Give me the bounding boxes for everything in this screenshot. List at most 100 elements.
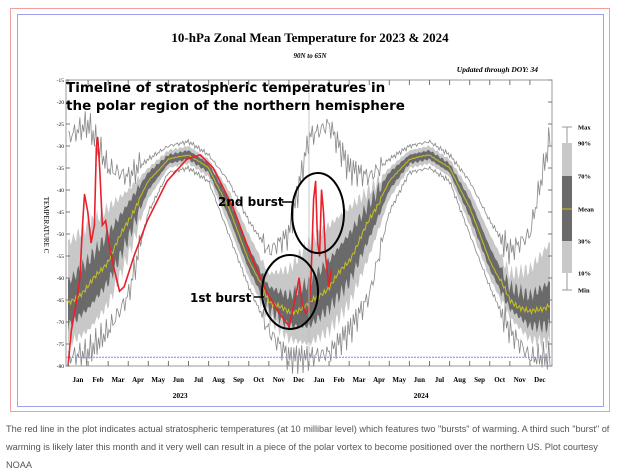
observed-point [123, 286, 125, 288]
observed-point [75, 303, 77, 305]
observed-point [322, 211, 325, 213]
legend-label: Mean [578, 207, 594, 214]
observed-point [313, 198, 315, 200]
y-tick-label: -35 [57, 166, 65, 172]
x-tick-label: May [151, 376, 165, 384]
x-tick-label: May [392, 376, 406, 384]
x-tick-label: Aug [212, 376, 225, 384]
observed-point [166, 180, 168, 182]
x-tick-label: Sep [474, 376, 485, 384]
burst2-circle [291, 172, 345, 254]
y-tick-label: -20 [57, 100, 65, 106]
legend-label: 10% [578, 271, 591, 278]
x-tick-label: Oct [253, 376, 265, 384]
observed-point [328, 286, 330, 288]
figure-outer-border [10, 8, 610, 412]
annotation-heading-line1: Timeline of stratospheric temperatures i… [66, 80, 385, 96]
y-tick-label: -60 [57, 276, 65, 282]
y-tick-label: -80 [57, 364, 65, 370]
x-tick-label: Jan [313, 376, 324, 384]
observed-point [70, 330, 72, 332]
x-tick-label: Mar [111, 376, 124, 384]
observed-point [320, 189, 323, 191]
y-tick-label: -30 [57, 144, 65, 150]
x-tick-label: Feb [92, 376, 103, 384]
axes: -15 -20 -25 -30 -35 -40 -45 -50 -55 -60 -65 -70 -75 -… [57, 78, 553, 400]
chart-title: 10-hPa Zonal Mean Temperature for 2023 &… [171, 30, 449, 45]
legend: Max 90% 70% Mean 30% 10% Min [562, 125, 594, 295]
observed-point [113, 268, 115, 270]
legend-label: 90% [578, 141, 591, 148]
x-tick-label: Jan [72, 376, 83, 384]
updated-label: Updated through DOY: 34 [457, 65, 538, 74]
observed-point [301, 303, 303, 305]
observed-point [93, 224, 96, 226]
chart-subtitle: 90N to 65N [293, 52, 327, 60]
observed-point [133, 255, 135, 257]
observed-point [95, 145, 97, 147]
observed-point [265, 290, 267, 292]
x-tick-label: Nov [514, 376, 527, 384]
legend-label: 70% [578, 174, 591, 181]
x-tick-label: Jul [435, 376, 444, 384]
observed-point [146, 220, 148, 222]
observed-point [330, 268, 333, 270]
observed-point [212, 167, 214, 169]
burst1-circle [261, 254, 319, 330]
figure-caption: The red line in the plot indicates actua… [6, 424, 610, 470]
y-axis-label: TEMPERATURE C [42, 197, 50, 254]
annotation-heading-line2: the polar region of the northern hemisph… [66, 98, 405, 114]
legend-label: 30% [578, 239, 591, 246]
observed-temperature-line [67, 137, 333, 367]
y-tick-label: -75 [57, 342, 65, 348]
x-tick-label: Jun [173, 376, 184, 384]
observed-point [295, 295, 297, 297]
observed-point [101, 224, 103, 226]
observed-point [90, 242, 92, 244]
observed-point [252, 259, 254, 261]
temperature-chart: 10-hPa Zonal Mean Temperature for 2023 &… [42, 30, 594, 400]
observed-point [318, 255, 321, 257]
x-tick-label: Sep [233, 376, 244, 384]
observed-point [83, 193, 86, 195]
legend-label: Min [578, 288, 590, 295]
observed-point [288, 325, 290, 327]
observed-point [324, 255, 327, 257]
y-tick-label: -50 [57, 232, 65, 238]
y-tick-label: -25 [57, 122, 65, 128]
annotation-burst2-label: 2nd burst [218, 195, 284, 209]
figure-inner-border [17, 14, 604, 407]
observed-point [278, 312, 280, 314]
observed-point [108, 242, 110, 244]
x-tick-label: Mar [352, 376, 365, 384]
observed-point [316, 242, 319, 244]
x-tick-label: Apr [132, 376, 144, 384]
x-tick-label: Nov [273, 376, 286, 384]
y-tick-label: -15 [57, 78, 65, 84]
observed-point [186, 158, 188, 160]
observed-point [199, 154, 201, 156]
y-tick-label: -40 [57, 188, 65, 194]
x-tick-label: Oct [494, 376, 506, 384]
observed-point [105, 220, 107, 222]
year-label: 2023 [173, 391, 188, 400]
year-label: 2024 [414, 391, 429, 400]
observed-point [79, 277, 81, 279]
x-tick-label: Feb [333, 376, 344, 384]
y-tick-label: -55 [57, 254, 65, 260]
annotations: Timeline of stratospheric temperatures i… [66, 80, 405, 330]
legend-label: Max [578, 125, 591, 132]
observed-point [99, 167, 101, 169]
y-tick-label: -45 [57, 210, 65, 216]
y-tick-label: -65 [57, 298, 65, 304]
observed-point [298, 277, 300, 279]
y-tick-label: -70 [57, 320, 65, 326]
annotation-burst1-label: 1st burst [190, 291, 252, 305]
observed-point [310, 277, 312, 279]
observed-point [81, 224, 84, 226]
x-tick-label: Aug [453, 376, 466, 384]
observed-point [232, 207, 234, 209]
observed-point [305, 312, 307, 314]
x-tick-label: Apr [373, 376, 385, 384]
observed-point [118, 290, 121, 292]
